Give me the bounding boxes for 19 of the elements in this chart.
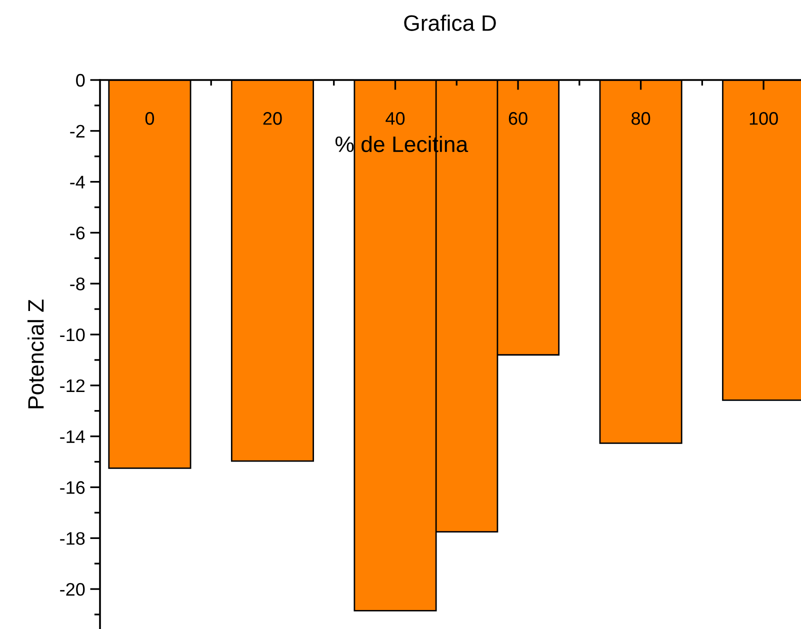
y-tick-label: -2: [70, 124, 85, 138]
y-tick-label: -14: [60, 430, 85, 443]
y-tick-label: -20: [60, 582, 85, 596]
y-tick-label: -18: [60, 532, 85, 545]
y-tick-label: -10: [60, 328, 85, 342]
x-tick-label: 80: [632, 112, 650, 125]
chart-title: Grafica D: [404, 14, 496, 31]
y-tick-label: -8: [70, 278, 85, 290]
x-tick-label: 20: [263, 112, 282, 125]
y-tick-label: -16: [60, 481, 85, 494]
y-axis-title: Potencial Z: [27, 300, 44, 408]
y-tick-label: -6: [70, 226, 85, 240]
x-tick-label: 40: [386, 112, 405, 125]
y-tick-label: 0: [76, 74, 85, 87]
x-tick-label: 60: [508, 112, 528, 125]
y-tick-label: -4: [70, 176, 85, 188]
y-tick-label: -12: [60, 379, 85, 392]
x-tick-label: 100: [750, 112, 778, 125]
x-tick-label: 0: [145, 112, 154, 125]
